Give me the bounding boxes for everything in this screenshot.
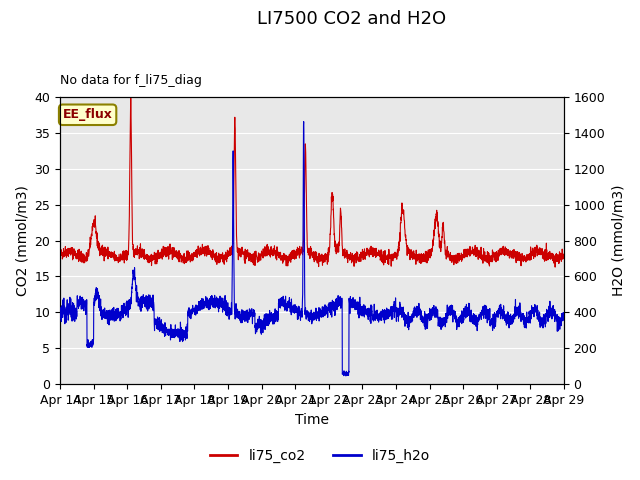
Text: LI7500 CO2 and H2O: LI7500 CO2 and H2O: [257, 10, 447, 28]
Text: EE_flux: EE_flux: [63, 108, 113, 121]
Legend: li75_co2, li75_h2o: li75_co2, li75_h2o: [204, 443, 436, 468]
X-axis label: Time: Time: [295, 413, 329, 427]
Y-axis label: CO2 (mmol/m3): CO2 (mmol/m3): [15, 185, 29, 296]
Text: No data for f_li75_diag: No data for f_li75_diag: [60, 74, 202, 87]
Y-axis label: H2O (mmol/m3): H2O (mmol/m3): [611, 185, 625, 296]
